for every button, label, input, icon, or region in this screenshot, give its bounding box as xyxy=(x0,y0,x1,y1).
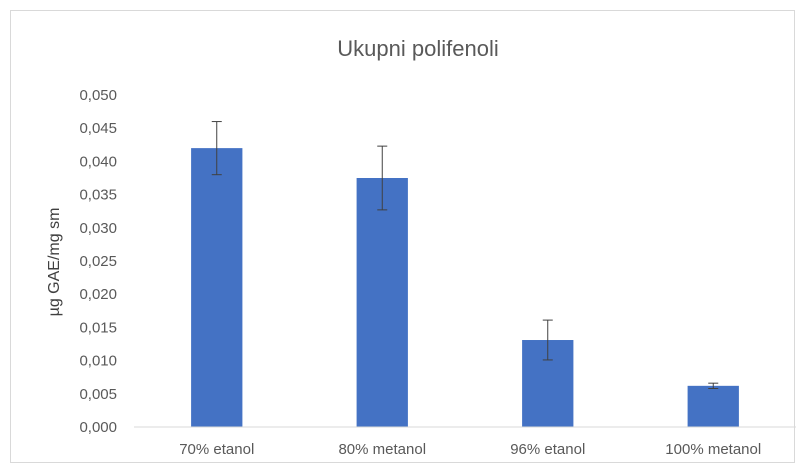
error-bars xyxy=(211,121,719,389)
y-tick-label: 0,025 xyxy=(79,253,117,270)
y-tick-label: 0,050 xyxy=(79,87,117,104)
y-tick-label: 0,040 xyxy=(79,153,117,170)
x-tick-label: 70% etanol xyxy=(179,441,254,458)
bars xyxy=(191,148,739,427)
y-tick-label: 0,015 xyxy=(79,319,117,336)
x-tick-label: 100% metanol xyxy=(665,441,761,458)
y-tick-label: 0,035 xyxy=(79,187,117,204)
x-axis-ticks: 70% etanol 80% metanol 96% etanol 100% meta… xyxy=(179,441,761,458)
y-tick-label: 0,005 xyxy=(79,386,117,403)
error-bar xyxy=(211,121,222,176)
x-tick-label: 80% metanol xyxy=(338,441,426,458)
y-axis-ticks: 0,000 0,005 0,010 0,015 0,020 0,025 0,030 0,035… xyxy=(79,87,117,436)
error-bar xyxy=(708,382,719,389)
y-tick-label: 0,010 xyxy=(79,353,117,370)
y-tick-label: 0,045 xyxy=(79,120,117,137)
y-axis-label: µg GAE/mg sm xyxy=(46,208,63,317)
error-bar xyxy=(542,319,553,361)
bar xyxy=(191,148,243,427)
y-tick-label: 0,030 xyxy=(79,220,117,237)
error-bar xyxy=(377,145,388,211)
bar xyxy=(687,385,739,427)
y-tick-label: 0,020 xyxy=(79,286,117,303)
chart-title: Ukupni polifenoli xyxy=(337,36,498,61)
y-tick-label: 0,000 xyxy=(79,419,117,436)
bar xyxy=(356,178,408,427)
x-tick-label: 96% etanol xyxy=(510,441,585,458)
